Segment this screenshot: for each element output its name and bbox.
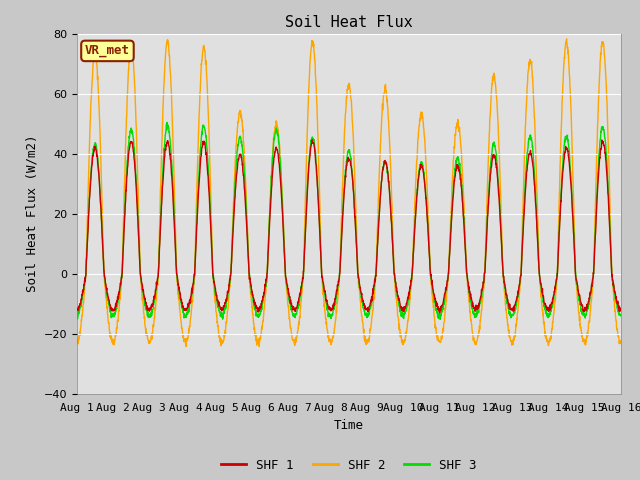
Y-axis label: Soil Heat Flux (W/m2): Soil Heat Flux (W/m2) bbox=[25, 135, 38, 292]
X-axis label: Time: Time bbox=[334, 419, 364, 432]
Legend: SHF 1, SHF 2, SHF 3: SHF 1, SHF 2, SHF 3 bbox=[216, 454, 481, 477]
Text: VR_met: VR_met bbox=[85, 44, 130, 58]
Title: Soil Heat Flux: Soil Heat Flux bbox=[285, 15, 413, 30]
